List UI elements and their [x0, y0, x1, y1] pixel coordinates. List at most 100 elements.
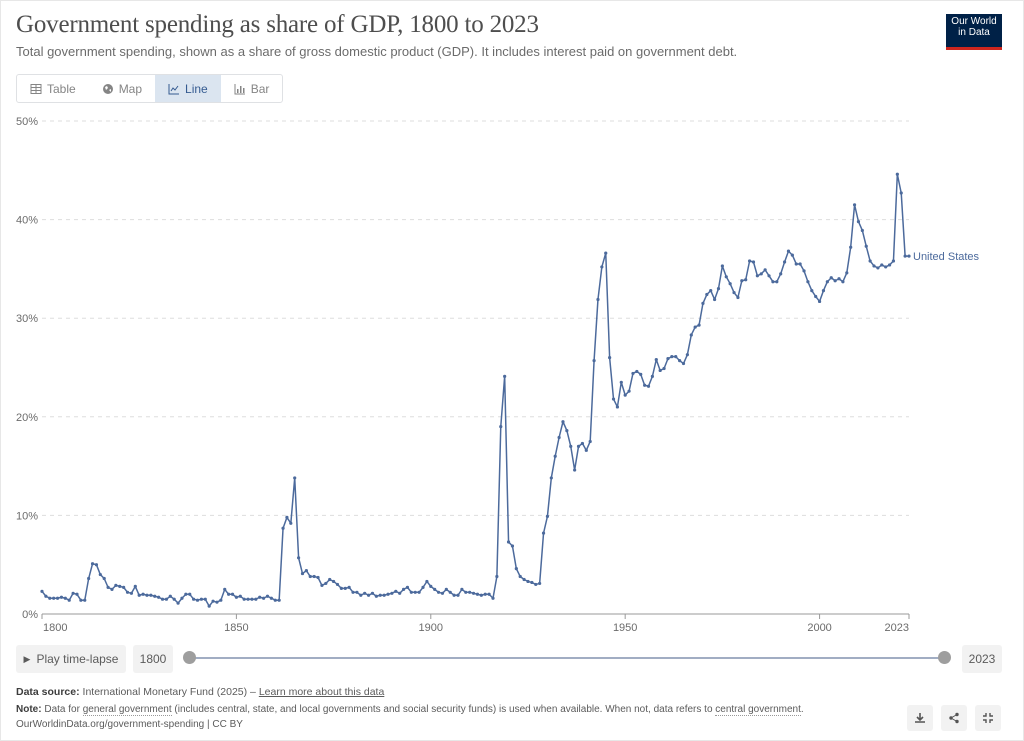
data-point	[596, 297, 600, 302]
data-point	[654, 358, 658, 362]
data-point	[79, 598, 83, 602]
data-point	[176, 601, 180, 605]
bar-chart-icon	[234, 83, 245, 94]
data-point	[83, 598, 87, 602]
data-point	[137, 593, 141, 597]
fullscreen-icon	[983, 713, 993, 723]
data-point	[316, 575, 320, 580]
data-point	[643, 383, 647, 387]
data-point	[405, 585, 410, 589]
data-point	[468, 590, 472, 594]
play-timelapse-button[interactable]: ▶ Play time-lapse	[16, 645, 126, 673]
data-point	[409, 590, 413, 594]
timeline-start-handle[interactable]	[183, 651, 196, 664]
fullscreen-button[interactable]	[975, 705, 1001, 731]
data-point	[339, 586, 343, 590]
data-point	[227, 592, 231, 596]
data-point	[845, 271, 849, 275]
data-point	[118, 584, 122, 588]
data-point	[689, 333, 693, 337]
data-point	[705, 292, 709, 297]
source-label: Data source:	[16, 686, 80, 698]
logo-line-1: Our World	[951, 16, 997, 27]
data-point	[755, 274, 759, 278]
data-point	[538, 581, 542, 586]
data-point	[779, 272, 783, 276]
data-point	[238, 594, 242, 598]
data-point	[219, 598, 223, 602]
timeline-slider[interactable]	[190, 657, 944, 659]
data-point	[681, 361, 686, 366]
data-point	[281, 526, 285, 530]
data-point	[207, 604, 211, 608]
tab-table[interactable]: Table	[17, 75, 89, 102]
data-point	[223, 587, 227, 591]
data-point	[90, 562, 95, 566]
data-point	[180, 596, 184, 600]
data-point	[324, 581, 328, 586]
tab-bar[interactable]: Bar	[221, 75, 283, 102]
data-point	[588, 439, 592, 444]
x-tick-label: 1800	[43, 622, 67, 634]
data-point	[884, 265, 888, 269]
data-point	[320, 583, 324, 588]
data-point	[670, 355, 674, 359]
data-point	[860, 228, 864, 233]
share-button[interactable]	[941, 705, 967, 731]
data-point	[250, 597, 254, 601]
note-label: Note:	[16, 704, 42, 715]
owid-logo[interactable]: Our World in Data	[946, 14, 1002, 50]
timeline-end-year[interactable]: 2023	[962, 645, 1002, 673]
data-point	[732, 290, 736, 295]
note: Note: Data for general government (inclu…	[16, 704, 804, 716]
data-point	[569, 444, 573, 448]
tab-line[interactable]: Line	[155, 75, 221, 102]
data-point	[639, 372, 643, 377]
data-point	[285, 515, 289, 519]
tab-map[interactable]: Map	[89, 75, 155, 102]
data-point	[254, 597, 258, 601]
data-point	[464, 590, 468, 594]
data-point	[211, 599, 215, 603]
data-point	[258, 595, 262, 599]
general-government-link[interactable]: general government	[82, 704, 172, 716]
learn-more-link[interactable]: Learn more about this data	[258, 686, 385, 698]
data-point	[604, 251, 608, 255]
data-point	[561, 420, 565, 424]
data-point	[650, 374, 654, 378]
data-point	[444, 587, 448, 591]
data-point	[662, 366, 666, 371]
data-point	[658, 368, 662, 373]
source-text: International Monetary Fund (2025) –	[82, 686, 259, 698]
x-tick-label: 1900	[419, 622, 443, 634]
data-point	[145, 593, 149, 597]
data-point	[549, 476, 553, 480]
data-point	[366, 593, 371, 597]
data-point	[110, 587, 114, 591]
source-url[interactable]: OurWorldinData.org/government-spending |…	[16, 719, 243, 730]
data-point	[487, 592, 491, 596]
data-point	[440, 591, 445, 595]
data-point	[394, 589, 398, 593]
data-point	[188, 592, 192, 596]
note-text: Data for	[44, 704, 83, 715]
timeline-end-handle[interactable]	[938, 651, 951, 664]
data-point	[421, 585, 425, 589]
data-point	[436, 590, 441, 594]
data-point	[767, 274, 771, 278]
data-point	[751, 260, 756, 264]
series-line	[41, 173, 909, 607]
download-button[interactable]	[907, 705, 933, 731]
data-point	[289, 521, 293, 525]
central-government-link[interactable]: central government	[715, 704, 801, 716]
data-point	[192, 597, 196, 601]
data-point	[849, 245, 853, 249]
play-icon: ▶	[23, 653, 31, 664]
data-point	[495, 574, 499, 579]
data-point	[794, 262, 798, 266]
data-point	[693, 325, 697, 329]
timeline-start-year[interactable]: 1800	[133, 645, 173, 673]
data-point	[709, 288, 713, 293]
data-point	[736, 295, 740, 300]
data-point	[308, 574, 312, 579]
